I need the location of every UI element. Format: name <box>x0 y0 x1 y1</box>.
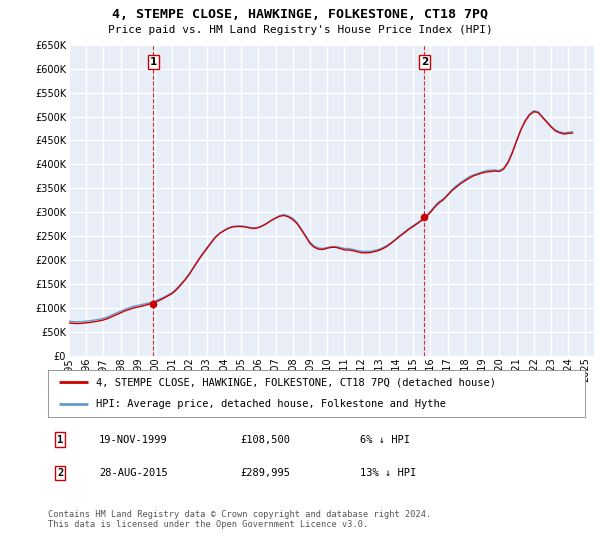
Text: 28-AUG-2015: 28-AUG-2015 <box>99 468 168 478</box>
Text: £108,500: £108,500 <box>240 435 290 445</box>
Text: Price paid vs. HM Land Registry's House Price Index (HPI): Price paid vs. HM Land Registry's House … <box>107 25 493 35</box>
Text: 1: 1 <box>57 435 63 445</box>
Text: £289,995: £289,995 <box>240 468 290 478</box>
Text: 2: 2 <box>421 57 428 67</box>
Text: 1: 1 <box>149 57 157 67</box>
Text: 4, STEMPE CLOSE, HAWKINGE, FOLKESTONE, CT18 7PQ: 4, STEMPE CLOSE, HAWKINGE, FOLKESTONE, C… <box>112 8 488 21</box>
Text: 6% ↓ HPI: 6% ↓ HPI <box>360 435 410 445</box>
Text: 4, STEMPE CLOSE, HAWKINGE, FOLKESTONE, CT18 7PQ (detached house): 4, STEMPE CLOSE, HAWKINGE, FOLKESTONE, C… <box>97 377 496 388</box>
Text: 19-NOV-1999: 19-NOV-1999 <box>99 435 168 445</box>
Text: HPI: Average price, detached house, Folkestone and Hythe: HPI: Average price, detached house, Folk… <box>97 399 446 409</box>
Text: 13% ↓ HPI: 13% ↓ HPI <box>360 468 416 478</box>
Text: Contains HM Land Registry data © Crown copyright and database right 2024.
This d: Contains HM Land Registry data © Crown c… <box>48 510 431 529</box>
Text: 2: 2 <box>57 468 63 478</box>
